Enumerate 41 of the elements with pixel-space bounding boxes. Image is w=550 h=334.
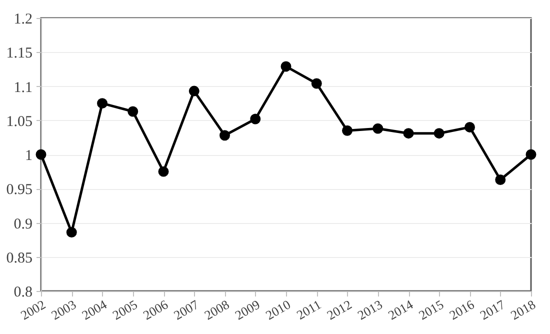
y-tick-label: 1.15 (6, 46, 32, 62)
point (188, 86, 200, 96)
point (372, 123, 384, 134)
x-tick-label: 2003 (48, 296, 79, 323)
point (280, 61, 292, 72)
point (311, 78, 322, 89)
x-tick-label: 2011 (294, 296, 324, 323)
point (220, 130, 230, 141)
point (128, 106, 138, 117)
y-tick-label: 0.9 (14, 216, 32, 232)
y-tick-label: 0.95 (6, 182, 32, 198)
x-tick-label: 2017 (477, 296, 508, 323)
point (97, 98, 108, 109)
point (526, 149, 536, 160)
y-tick-label: 1.2 (14, 12, 32, 28)
point (464, 122, 475, 132)
x-tick-label: 2012 (324, 296, 354, 323)
x-tick-label: 2015 (416, 296, 446, 323)
y-tick-label: 1.05 (6, 114, 32, 130)
x-tick-label: 2005 (110, 296, 140, 323)
x-tick-label: 2007 (171, 296, 202, 323)
y-tick-label: 1 (25, 148, 32, 164)
y-tick-label: 0.85 (6, 250, 32, 266)
point (434, 128, 444, 139)
point (495, 174, 506, 185)
x-tick-label: 2004 (79, 296, 110, 323)
x-tick-label: 2010 (262, 296, 293, 323)
point (403, 128, 414, 139)
x-tick-label: 2014 (385, 296, 416, 323)
point (250, 114, 261, 124)
x-tick-label: 2006 (140, 296, 171, 323)
x-tick-label: 2018 (508, 296, 538, 323)
point (66, 227, 77, 238)
x-tick-label: 2013 (354, 296, 385, 323)
x-tick-label: 2008 (202, 296, 232, 323)
point (158, 166, 169, 177)
point (36, 149, 46, 160)
x-tick-label: 2016 (446, 296, 478, 323)
point (342, 125, 352, 136)
y-tick-label: 1.1 (14, 80, 32, 96)
x-tick-label: 2009 (232, 296, 262, 323)
